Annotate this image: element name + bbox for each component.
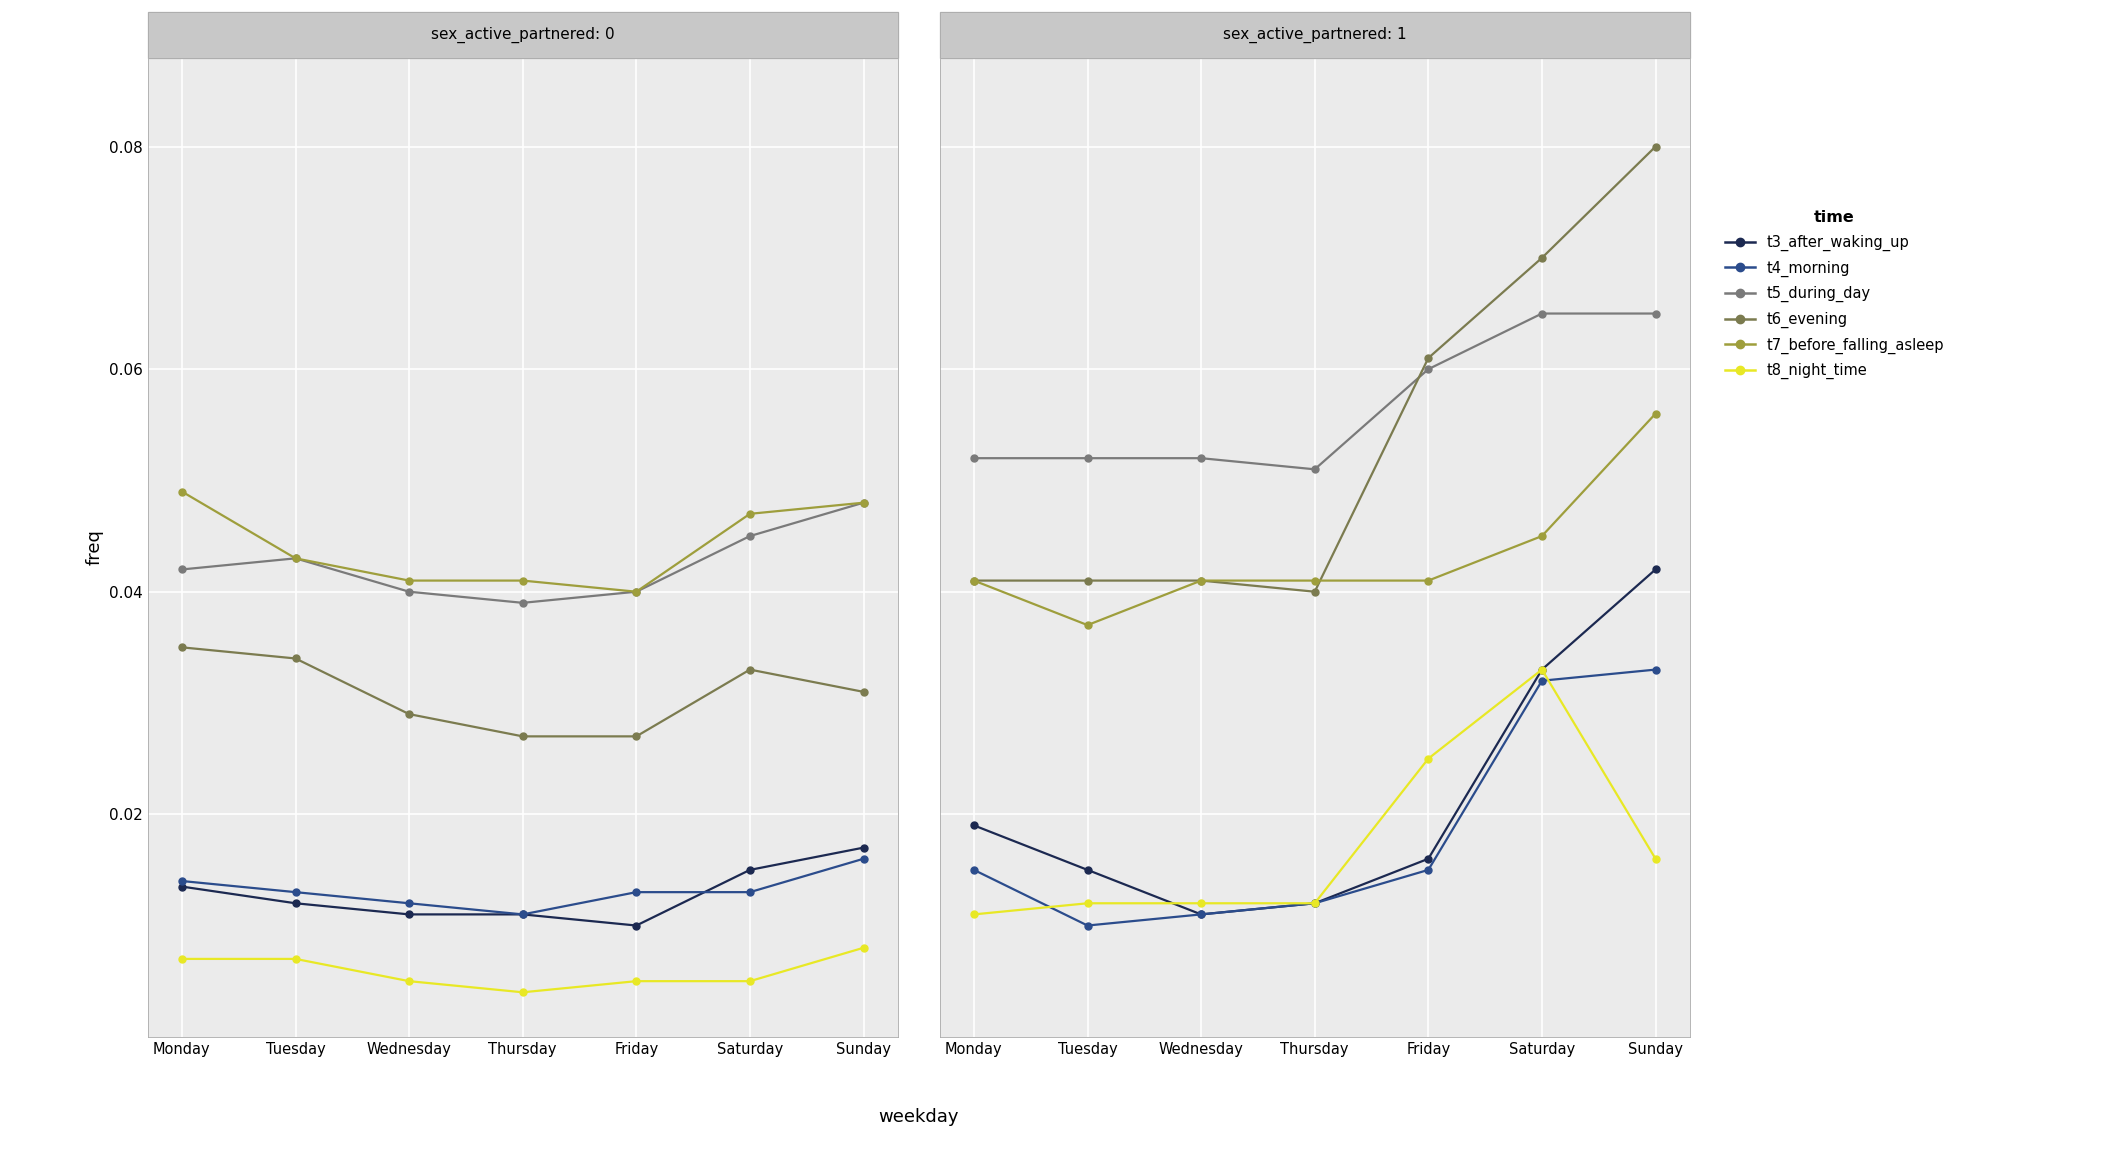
- Text: sex_active_partnered: 1: sex_active_partnered: 1: [1223, 26, 1407, 43]
- Legend: t3_after_waking_up, t4_morning, t5_during_day, t6_evening, t7_before_falling_asl: t3_after_waking_up, t4_morning, t5_durin…: [1719, 205, 1949, 385]
- Text: weekday: weekday: [879, 1108, 959, 1127]
- Text: sex_active_partnered: 0: sex_active_partnered: 0: [431, 26, 615, 43]
- Y-axis label: freq: freq: [87, 529, 103, 566]
